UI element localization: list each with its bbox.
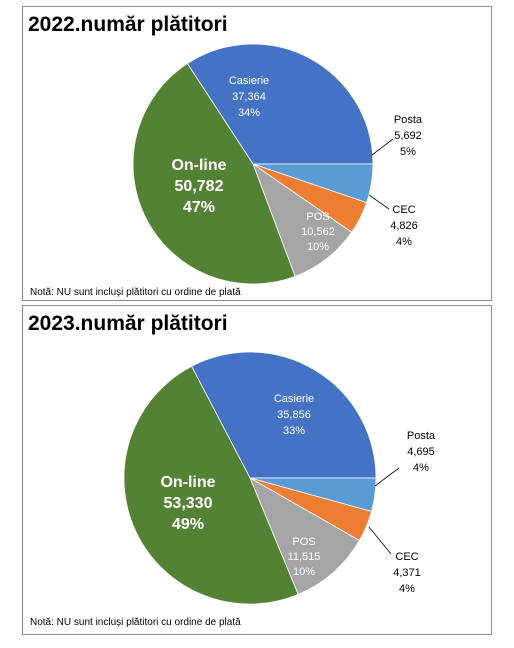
leader-line-posta — [374, 467, 400, 487]
data-label-value-on-line: 50,782 — [175, 178, 224, 195]
data-label-percent-cec: 4% — [399, 583, 415, 595]
data-label-value-cec: 4,371 — [393, 567, 421, 579]
pie-slice-casierie — [191, 351, 377, 479]
data-label-value-posta: 4,695 — [407, 446, 435, 458]
chart-note: Notă: NU sunt incluși plătitori cu ordin… — [30, 617, 241, 628]
data-label-value-posta: 5,692 — [394, 130, 422, 142]
data-label-percent-casierie: 34% — [238, 107, 260, 119]
chart-title: 2022.număr plătitori — [28, 13, 228, 36]
data-label-value-cec: 4,826 — [390, 220, 418, 232]
pie-chart-2022: Casierie 37,364 34% Posta 5,692 5% CEC 4,826 4% P… — [132, 43, 423, 285]
data-label-percent-pos: 10% — [293, 566, 315, 578]
pie-slice-pos — [249, 477, 360, 595]
pie-slice-on-line — [132, 62, 296, 285]
data-label-name-pos: POS — [306, 211, 329, 223]
data-label-percent-on-line: 47% — [183, 199, 215, 216]
data-label-percent-posta: 5% — [400, 146, 416, 158]
data-label-name-casierie: Casierie — [274, 393, 314, 405]
data-label-value-pos: 10,562 — [301, 226, 335, 238]
chart-panel-2023: Casierie 35,856 33% Posta 4,695 4% CEC 4,371 4% P… — [22, 305, 492, 635]
data-label-value-pos: 11,515 — [288, 551, 321, 563]
pie-chart-2023: Casierie 35,856 33% Posta 4,695 4% CEC 4,371 4% P… — [123, 351, 436, 605]
data-label-value-on-line: 53,330 — [164, 495, 213, 512]
data-label-value-casierie: 37,364 — [232, 91, 266, 103]
data-label-name-posta: Posta — [394, 114, 423, 126]
leader-line-cec — [368, 526, 392, 555]
data-label-name-on-line: On-line — [160, 474, 215, 491]
data-label-percent-cec: 4% — [396, 236, 412, 248]
chart-panel-2022: Casierie 37,364 34% Posta 5,692 5% CEC 4,826 4% P… — [22, 6, 492, 301]
data-label-value-casierie: 35,856 — [277, 409, 311, 421]
data-label-name-on-line: On-line — [171, 157, 226, 174]
data-label-percent-casierie: 33% — [283, 425, 305, 437]
data-label-percent-pos: 10% — [307, 241, 329, 253]
chart-title: 2023.număr plătitori — [28, 312, 228, 335]
leader-line-posta — [371, 138, 394, 156]
data-label-percent-posta: 4% — [413, 462, 429, 474]
data-label-name-posta: Posta — [407, 430, 436, 442]
data-label-name-casierie: Casierie — [229, 75, 269, 87]
data-label-name-cec: CEC — [395, 551, 418, 563]
data-label-name-pos: POS — [292, 536, 315, 548]
data-label-percent-on-line: 49% — [172, 516, 204, 533]
chart-note: Notă: NU sunt incluși plătitori cu ordin… — [30, 287, 241, 298]
data-label-name-cec: CEC — [392, 204, 415, 216]
leader-line-cec — [368, 194, 390, 210]
pie-slice-on-line — [123, 365, 299, 605]
